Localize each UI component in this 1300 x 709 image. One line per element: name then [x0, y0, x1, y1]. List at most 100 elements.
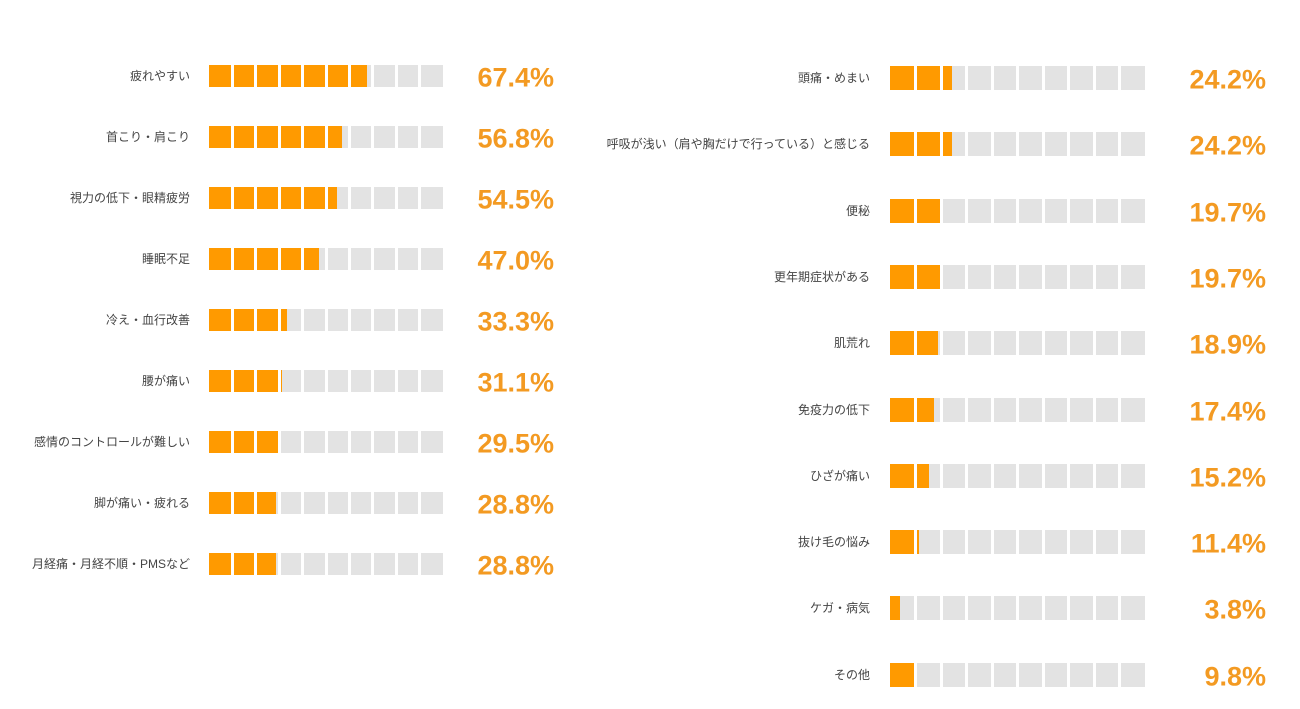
- segment-divider: [277, 553, 281, 575]
- segment-divider: [1041, 662, 1045, 687]
- segment-divider: [254, 370, 258, 392]
- bar-fill: [890, 596, 900, 621]
- segment-divider: [230, 126, 234, 148]
- category-label: 疲れやすい: [129, 69, 190, 83]
- segment-divider: [990, 264, 994, 289]
- segment-divider: [914, 264, 917, 289]
- category-label: 便秘: [845, 203, 870, 218]
- segment-divider: [1016, 596, 1019, 621]
- bar-fill: [209, 309, 287, 331]
- segment-divider: [371, 248, 375, 270]
- segment-divider: [324, 248, 328, 270]
- segment-divider: [1016, 397, 1019, 422]
- category-label: その他: [833, 667, 870, 682]
- category-label: 冷え・血行改善: [105, 313, 190, 327]
- segment-divider: [277, 370, 281, 392]
- segment-divider: [939, 132, 943, 157]
- segment-divider: [324, 65, 328, 87]
- segment-divider: [990, 198, 994, 223]
- category-label: ひざが痛い: [809, 468, 870, 483]
- segment-divider: [1118, 463, 1121, 488]
- category-label: 肌荒れ: [833, 336, 870, 351]
- value-label: 47.0%: [477, 245, 554, 276]
- bar-track: [209, 492, 443, 514]
- segment-divider: [1041, 397, 1045, 422]
- segment-divider: [1118, 662, 1121, 687]
- segment-divider: [965, 66, 968, 90]
- bar-track: [209, 309, 443, 331]
- bar-fill: [890, 662, 915, 687]
- segment-divider: [418, 431, 422, 453]
- segment-divider: [1092, 132, 1096, 157]
- segment-divider: [230, 553, 234, 575]
- segment-divider: [418, 492, 422, 514]
- segment-divider: [277, 126, 281, 148]
- category-label: ケガ・病気: [809, 601, 870, 616]
- segment-divider: [990, 530, 994, 555]
- value-label: 54.5%: [477, 184, 554, 215]
- segment-divider: [965, 198, 968, 223]
- segment-divider: [347, 553, 351, 575]
- bar-track: [890, 530, 1145, 555]
- bar-track: [890, 132, 1145, 157]
- bar-fill: [209, 248, 319, 270]
- segment-divider: [914, 198, 917, 223]
- bar-track: [209, 187, 443, 209]
- segment-divider: [230, 248, 234, 270]
- segment-divider: [254, 248, 258, 270]
- segment-divider: [394, 431, 398, 453]
- segment-divider: [230, 187, 234, 209]
- segment-divider: [939, 530, 943, 555]
- segment-divider: [254, 126, 258, 148]
- segment-divider: [914, 596, 917, 621]
- segment-divider: [301, 187, 305, 209]
- segment-divider: [939, 596, 943, 621]
- segment-divider: [914, 397, 917, 422]
- segment-divider: [990, 397, 994, 422]
- segment-divider: [1092, 463, 1096, 488]
- segment-divider: [1041, 596, 1045, 621]
- segment-divider: [324, 187, 328, 209]
- segment-divider: [301, 431, 305, 453]
- value-label: 17.4%: [1189, 396, 1266, 426]
- segment-divider: [939, 662, 943, 687]
- value-label: 28.8%: [477, 489, 554, 520]
- segment-divider: [394, 370, 398, 392]
- segment-divider: [277, 65, 281, 87]
- segment-divider: [990, 662, 994, 687]
- segment-divider: [990, 66, 994, 90]
- segment-divider: [347, 492, 351, 514]
- segment-divider: [371, 492, 375, 514]
- bar-track: [209, 126, 443, 148]
- segment-divider: [1016, 264, 1019, 289]
- category-label: 呼吸が浅い（肩や胸だけで行っている）と感じる: [606, 137, 870, 152]
- bar-track: [890, 463, 1145, 488]
- segment-divider: [939, 66, 943, 90]
- segment-divider: [1041, 132, 1045, 157]
- segment-divider: [1092, 662, 1096, 687]
- bar-track: [209, 65, 443, 87]
- segment-divider: [230, 309, 234, 331]
- segment-divider: [418, 187, 422, 209]
- segment-divider: [1041, 530, 1045, 555]
- segment-divider: [347, 309, 351, 331]
- segment-divider: [371, 65, 375, 87]
- segment-divider: [371, 431, 375, 453]
- segment-divider: [1016, 463, 1019, 488]
- segment-divider: [914, 132, 917, 157]
- segment-divider: [965, 530, 968, 555]
- segment-divider: [418, 370, 422, 392]
- segment-divider: [1016, 331, 1019, 356]
- segment-divider: [965, 331, 968, 356]
- segment-divider: [965, 397, 968, 422]
- segment-divider: [1016, 662, 1019, 687]
- segment-divider: [324, 309, 328, 331]
- bar-fill: [209, 553, 277, 575]
- segment-divider: [254, 553, 258, 575]
- segment-divider: [301, 370, 305, 392]
- bar-track: [890, 397, 1145, 422]
- segment-divider: [990, 463, 994, 488]
- segment-divider: [914, 662, 917, 687]
- segment-divider: [939, 331, 943, 356]
- category-label: 抜け毛の悩み: [797, 535, 870, 550]
